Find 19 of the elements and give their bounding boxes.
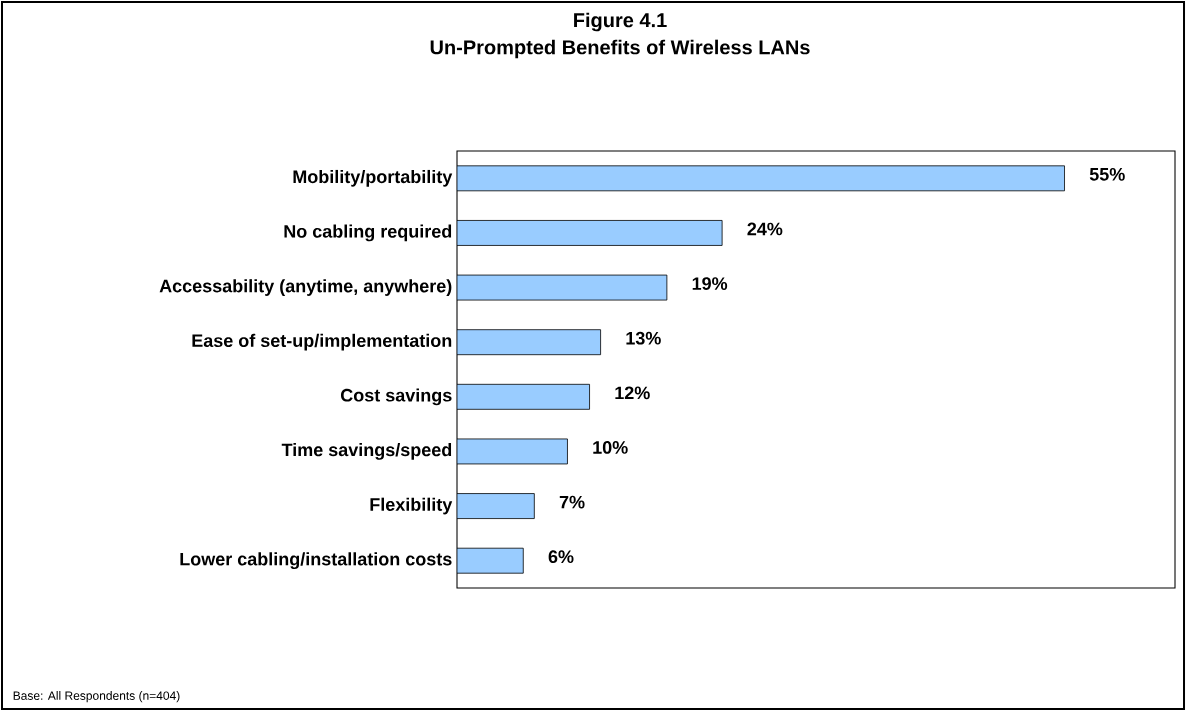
y-tick-label: Ease of set-up/implementation [192, 333, 452, 351]
data-label: 10% [593, 441, 628, 454]
data-label: 12% [615, 386, 650, 400]
y-tick-label: Mobility/portability [293, 169, 453, 187]
chart-title: Figure 4.1 [574, 12, 667, 32]
data-label: 19% [692, 277, 728, 290]
data-label: 13% [626, 331, 661, 345]
y-tick-label: Flexibility [370, 497, 453, 515]
text: Base: All Respondents (n=404) [13, 691, 180, 703]
y-tick-label: Accessability (anytime, anywhere) [159, 279, 452, 296]
data-label: 6% [548, 550, 574, 564]
y-tick-label: No cabling required [284, 224, 452, 242]
y-tick-label: Lower cabling/installation costs [180, 552, 452, 570]
chart-subtitle: Un-Prompted Benefits of Wireless LANs [430, 39, 810, 59]
data-label: 7% [559, 495, 585, 509]
y-tick-label: Time savings/speed [281, 443, 452, 460]
y-tick-label: Cost savings [340, 388, 452, 406]
data-label: 55% [1089, 167, 1125, 181]
data-label: 24% [747, 222, 783, 236]
